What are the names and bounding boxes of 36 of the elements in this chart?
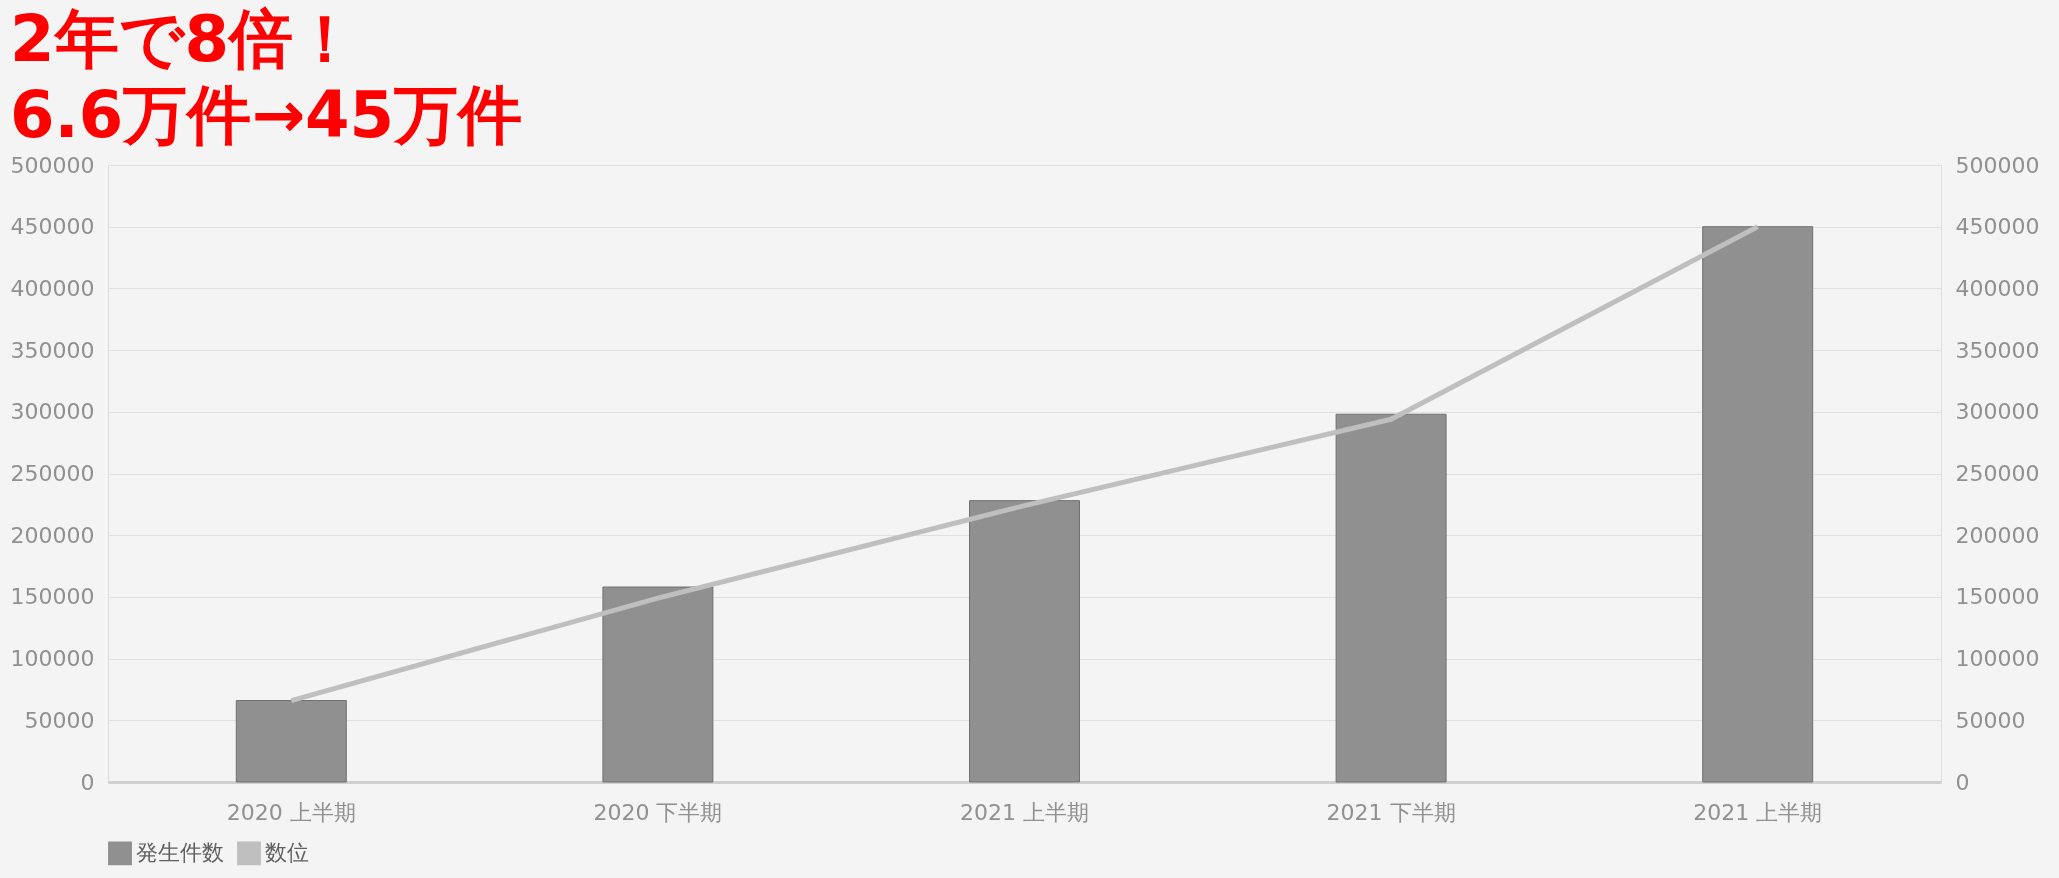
y-tick-label: 0 [80,769,95,795]
x-tick-label: 2021 上半期 [1693,799,1823,825]
text: 2年で8倍！ [10,2,358,76]
x-tick-label: 2021 下半期 [1326,799,1456,825]
y2-tick-label: 400000 [1955,275,2040,301]
bar [1702,226,1814,783]
y-tick-label: 50000 [24,707,95,733]
legend-label: 発生件数 [136,840,224,866]
y2-tick-label: 100000 [1955,646,2040,672]
y-tick-label: 350000 [10,337,95,363]
y-tick-label: 150000 [10,584,95,610]
y2-tick-label: 200000 [1955,522,2040,548]
x-tick-label: 2021 上半期 [960,799,1089,825]
y-tick-label: 300000 [10,399,95,425]
y-tick-label: 100000 [10,646,95,672]
y2-tick-label: 500000 [1955,152,2040,178]
bar [235,700,347,783]
bar [969,500,1080,783]
y2-tick-label: 300000 [1955,399,2040,425]
y2-tick-label: 50000 [1955,707,2026,733]
y-tick-label: 250000 [10,461,95,486]
y2-tick-label: 250000 [1955,461,2040,486]
y2-tick-label: 350000 [1955,337,2040,363]
x-tick-label: 2020 上半期 [226,799,356,825]
y-tick-label: 400000 [10,275,95,301]
y2-tick-label: 0 [1955,769,1970,795]
bar [602,586,714,783]
y-tick-label: 450000 [10,214,95,240]
y2-tick-label: 150000 [1955,584,2040,610]
y2-tick-label: 450000 [1955,214,2040,240]
y-tick-label: 200000 [10,522,95,548]
text: 6.6万件→45万件 [10,78,523,152]
y-tick-label: 500000 [10,152,95,178]
x-tick-label: 2020 下半期 [593,799,723,825]
legend-label: 数位 [265,840,309,866]
bar [1335,413,1447,783]
